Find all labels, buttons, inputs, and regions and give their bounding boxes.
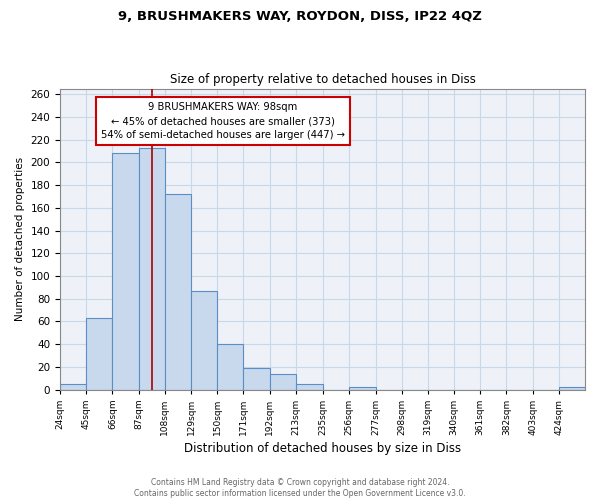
Bar — [559, 388, 585, 390]
Text: 9 BRUSHMAKERS WAY: 98sqm
← 45% of detached houses are smaller (373)
54% of semi-: 9 BRUSHMAKERS WAY: 98sqm ← 45% of detach… — [101, 102, 345, 140]
Bar — [165, 194, 191, 390]
Bar — [86, 318, 112, 390]
Text: Contains HM Land Registry data © Crown copyright and database right 2024.
Contai: Contains HM Land Registry data © Crown c… — [134, 478, 466, 498]
Bar — [191, 291, 217, 390]
Bar — [349, 388, 376, 390]
X-axis label: Distribution of detached houses by size in Diss: Distribution of detached houses by size … — [184, 442, 461, 455]
Bar — [60, 384, 86, 390]
Bar — [269, 374, 296, 390]
Bar — [296, 384, 323, 390]
Bar — [244, 368, 269, 390]
Bar — [139, 148, 165, 390]
Text: 9, BRUSHMAKERS WAY, ROYDON, DISS, IP22 4QZ: 9, BRUSHMAKERS WAY, ROYDON, DISS, IP22 4… — [118, 10, 482, 23]
Bar — [217, 344, 244, 390]
Bar — [112, 154, 139, 390]
Title: Size of property relative to detached houses in Diss: Size of property relative to detached ho… — [170, 73, 475, 86]
Y-axis label: Number of detached properties: Number of detached properties — [15, 157, 25, 321]
